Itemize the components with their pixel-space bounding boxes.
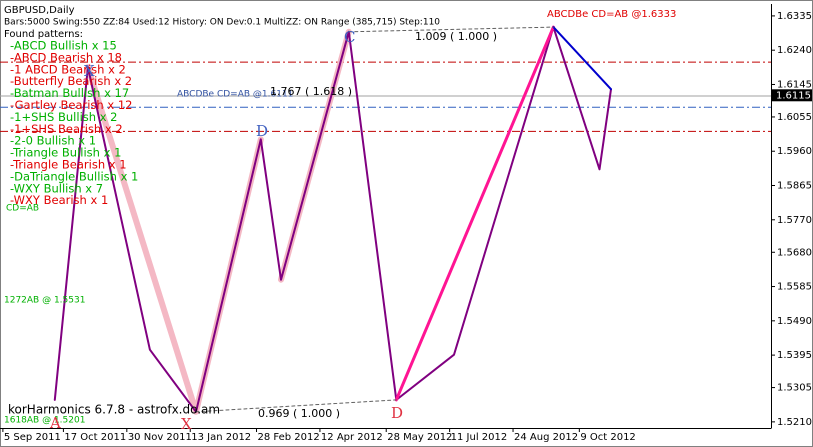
y-tick-label: 1.6145 — [777, 79, 812, 90]
x-tick-label: 28 May 2012 — [387, 432, 452, 443]
x-tick-label: 28 Feb 2012 — [258, 432, 320, 443]
series-line — [394, 25, 555, 402]
pattern-entry: -Gartley Bearish x 12 — [10, 98, 132, 112]
pattern-entry: -ABCD Bearish x 18 — [10, 50, 122, 64]
annotation: CD=AB — [6, 204, 39, 214]
series-line — [552, 26, 612, 91]
y-tick-label: 1.6240 — [777, 45, 812, 56]
y-tick-label: 1.5585 — [777, 282, 812, 293]
y-tick-label: 1.5395 — [777, 350, 812, 361]
x-tick-label: 11 Jul 2012 — [451, 432, 508, 443]
x-tick-label: 24 Aug 2012 — [514, 432, 578, 443]
y-tick-label: 1.5490 — [777, 316, 812, 327]
annotation: 1618AB @ 1.5201 — [4, 416, 85, 426]
annotation: A — [49, 414, 61, 432]
annotation: 0.969 ( 1.000 ) — [258, 407, 340, 420]
annotation: C — [344, 28, 355, 46]
series-line — [53, 26, 612, 413]
annotation: D — [256, 122, 268, 140]
current-price-box — [772, 89, 812, 102]
y-tick-label: 1.5210 — [777, 417, 812, 428]
pattern-entry: -ABCD Bullish x 15 — [10, 39, 117, 53]
annotation: X — [84, 62, 95, 80]
series-line — [348, 26, 554, 33]
pattern-entry: -WXY Bearish x 1 — [10, 193, 108, 207]
pattern-entry: -1+SHS Bearish x 2 — [10, 122, 123, 136]
y-tick-label: 1.6335 — [777, 11, 812, 22]
x-tick-label: 30 Nov 2011 — [128, 432, 192, 443]
chart-subtitle: Bars:5000 Swing:550 ZZ:84 Used:12 Histor… — [4, 18, 440, 28]
patterns-title: Found patterns: — [4, 29, 83, 40]
x-tick-label: 9 Oct 2012 — [580, 432, 635, 443]
y-tick-label: 1.5305 — [777, 383, 812, 394]
pattern-entry: -1 ABCD Bearish x 2 — [10, 62, 126, 76]
y-tick-label: 1.5865 — [777, 181, 812, 192]
annotation: ABCDBe CD=AB @1.6111 — [177, 90, 293, 100]
pattern-entry: -Triangle Bullish x 1 — [10, 146, 121, 160]
annotation: korHarmonics 6.7.8 - astrofx.do.am — [8, 403, 220, 417]
y-tick-label: 1.5680 — [777, 247, 812, 258]
x-tick-label: 13 Jan 2012 — [191, 432, 251, 443]
y-tick-label: 1.6055 — [777, 112, 812, 123]
pattern-entry: -WXY Bullish x 7 — [10, 181, 103, 195]
chart-title: GBPUSD,Daily — [4, 5, 75, 16]
x-tick-label: 17 Oct 2011 — [64, 432, 126, 443]
annotation: X — [181, 415, 192, 433]
pattern-entry: -Batman Bullish x 17 — [10, 86, 129, 100]
annotation: 1272AB @ 1.5531 — [4, 296, 85, 306]
annotation: D — [391, 404, 403, 422]
pattern-entry: -1+SHS Bullish x 2 — [10, 110, 117, 124]
y-tick-label: 1.5770 — [777, 215, 812, 226]
pattern-entry: -2-0 Bullish x 1 — [10, 134, 96, 148]
pattern-entry: -DaTriangle Bullish x 1 — [10, 169, 138, 183]
y-tick-label: 1.5960 — [777, 146, 812, 157]
annotation: 1.009 ( 1.000 ) — [415, 30, 497, 43]
x-tick-label: 12 Apr 2012 — [321, 432, 383, 443]
annotation: 1.767 ( 1.618 ) — [270, 85, 352, 98]
current-price-label: 1.6115 — [776, 90, 811, 101]
pattern-entry: -Butterfly Bearish x 2 — [10, 74, 132, 88]
series-line — [195, 399, 397, 413]
annotation: ABCDBe CD=AB @1.6333 — [547, 9, 676, 20]
x-tick-label: 5 Sep 2011 — [4, 432, 61, 443]
pattern-entry: -Triangle Bearish x 1 — [10, 158, 127, 172]
